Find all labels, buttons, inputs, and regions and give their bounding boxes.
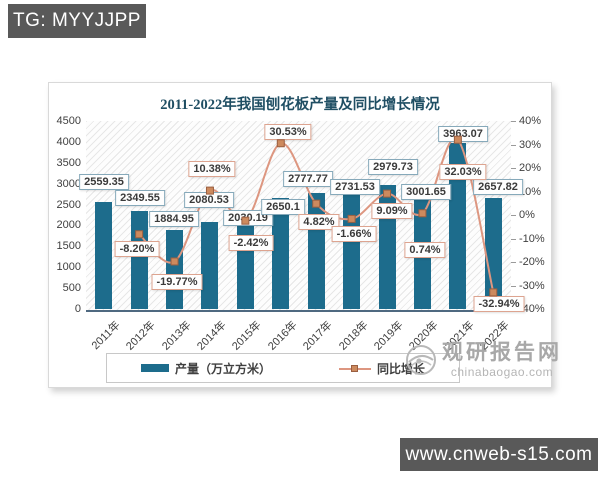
legend: 产量（万立方米） 同比增长 bbox=[106, 353, 460, 383]
production-bar bbox=[166, 230, 184, 309]
left-axis-tick-label: 2500 bbox=[56, 198, 81, 211]
growth-value-label: 30.53% bbox=[264, 124, 312, 140]
watermark-name: 观研报告网 bbox=[442, 341, 562, 364]
left-axis-tick-label: 500 bbox=[62, 282, 81, 295]
watermark: 观研报告网 chinabaogao.com bbox=[404, 341, 562, 379]
right-axis-tick bbox=[511, 215, 516, 216]
right-axis-tick-label: -40% bbox=[519, 303, 545, 315]
x-axis-label: 2015年 bbox=[230, 319, 264, 353]
bar-value-label: 2349.55 bbox=[115, 190, 165, 206]
production-bar bbox=[201, 222, 219, 309]
x-axis-label: 2019年 bbox=[372, 319, 406, 353]
chart-panel: 2011-2022年我国刨花板产量及同比增长情况 2559.35 2349.55 1… bbox=[48, 82, 552, 388]
bar-value-label: 3963.07 bbox=[438, 126, 488, 142]
chinabaogao-logo-icon bbox=[406, 345, 436, 375]
left-axis-tick-label: 4500 bbox=[56, 115, 81, 127]
production-bar bbox=[343, 194, 361, 309]
right-axis-tick-label: 30% bbox=[519, 138, 542, 151]
growth-value-label: -8.20% bbox=[114, 241, 160, 257]
bar-value-label: 2979.73 bbox=[368, 159, 418, 175]
right-axis-tick-label: 40% bbox=[519, 115, 542, 127]
x-axis-label: 2011年 bbox=[89, 319, 123, 353]
growth-value-label: 9.09% bbox=[371, 203, 413, 219]
production-bar bbox=[307, 192, 325, 309]
right-axis-tick-label: 20% bbox=[519, 162, 542, 174]
production-bar bbox=[95, 202, 113, 309]
right-axis-tick-label: 0% bbox=[519, 209, 535, 221]
right-axis-tick-label: -30% bbox=[519, 279, 545, 292]
site-badge: www.cnweb-s15.com bbox=[400, 438, 598, 471]
right-axis-tick-label: -20% bbox=[519, 256, 545, 268]
right-axis-tick bbox=[511, 238, 516, 240]
x-axis-label: 2014年 bbox=[194, 319, 229, 353]
production-bar bbox=[130, 210, 148, 309]
x-axis-label: 2017年 bbox=[301, 319, 335, 353]
x-axis-line bbox=[86, 310, 511, 312]
left-axis-tick-label: 3000 bbox=[56, 177, 81, 190]
chart-title: 2011-2022年我国刨花板产量及同比增长情况 bbox=[160, 97, 440, 113]
left-axis-tick-label: 3500 bbox=[56, 156, 81, 169]
right-axis-tick bbox=[511, 262, 516, 263]
bar-value-label: 2650.1 bbox=[261, 199, 305, 215]
legend-item-production: 产量（万立方米） bbox=[140, 360, 271, 377]
x-axis-label: 2016年 bbox=[265, 319, 300, 353]
bar-value-label: 2777.77 bbox=[283, 171, 333, 187]
growth-value-label: 32.03% bbox=[439, 164, 487, 180]
left-axis-tick-label: 2000 bbox=[56, 219, 81, 232]
legend-label-production: 产量（万立方米） bbox=[174, 361, 271, 376]
telegram-badge: TG: MYYJJPP bbox=[8, 4, 146, 38]
right-axis-tick-label: 10% bbox=[519, 185, 542, 198]
growth-value-label: -32.94% bbox=[473, 296, 525, 312]
growth-value-label: 0.74% bbox=[404, 242, 446, 258]
right-axis-tick bbox=[511, 168, 516, 169]
x-axis-label: 2018年 bbox=[336, 319, 371, 353]
line-swatch-icon bbox=[339, 364, 371, 373]
bar-value-label: 2559.35 bbox=[79, 174, 129, 190]
bar-value-label: 2731.53 bbox=[330, 179, 380, 195]
right-axis-tick bbox=[511, 121, 516, 122]
right-axis-tick bbox=[511, 285, 516, 287]
right-axis-tick bbox=[511, 144, 516, 146]
left-axis-tick-label: 4000 bbox=[56, 135, 81, 148]
right-axis-tick-label: -10% bbox=[519, 232, 545, 245]
bar-value-label: 2080.53 bbox=[184, 192, 234, 208]
left-axis-tick-label: 1500 bbox=[56, 240, 81, 253]
bar-swatch-icon bbox=[140, 364, 169, 372]
bar-value-label: 3001.65 bbox=[401, 184, 451, 200]
bar-value-label: 1884.95 bbox=[149, 211, 199, 227]
left-axis-tick-label: 1000 bbox=[56, 261, 81, 274]
growth-value-label: -19.77% bbox=[151, 274, 203, 290]
growth-value-label: -1.66% bbox=[331, 226, 377, 242]
x-axis-label: 2012年 bbox=[124, 319, 158, 353]
watermark-domain: chinabaogao.com bbox=[450, 365, 554, 379]
production-bar bbox=[484, 197, 502, 309]
bar-value-label: 2657.82 bbox=[473, 179, 523, 195]
x-axis-label: 2013年 bbox=[159, 319, 194, 353]
left-axis-tick-label: 0 bbox=[74, 303, 81, 315]
growth-value-label: 10.38% bbox=[188, 161, 236, 177]
growth-value-label: -2.42% bbox=[228, 235, 274, 251]
